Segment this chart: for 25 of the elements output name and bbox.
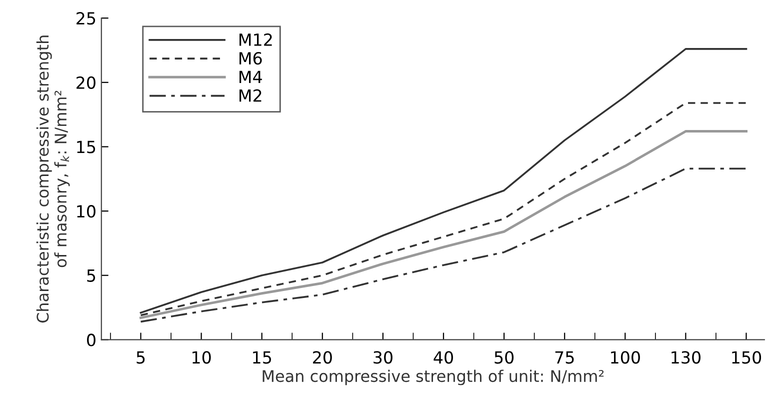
legend-label: M2 xyxy=(240,89,262,102)
legend-label: M4 xyxy=(240,70,262,84)
legend-label: M12 xyxy=(240,33,272,46)
y-tick-label: 10 xyxy=(77,205,96,218)
x-tick-label: 50 xyxy=(494,351,514,364)
x-tick-label: 15 xyxy=(253,351,271,364)
x-tick-label: 5 xyxy=(136,351,145,364)
x-tick-label: 40 xyxy=(434,351,453,364)
line-series xyxy=(140,168,748,323)
x-tick-label: 130 xyxy=(672,351,700,364)
y-tick-label: 20 xyxy=(76,76,96,89)
x-axis-title: Mean compressive strength of unit: N/mm² xyxy=(262,370,604,386)
x-tick-label: 150 xyxy=(732,351,762,364)
x-tick-label: 10 xyxy=(192,351,211,364)
x-tick-label: 30 xyxy=(374,351,392,364)
y-tick-label: 0 xyxy=(87,334,96,346)
x-tick-label: 20 xyxy=(313,351,332,364)
x-tick-label: 75 xyxy=(555,351,574,364)
legend-label: M6 xyxy=(240,52,262,65)
y-axis-title: Characteristic compressive strength of masonry, f$_{k}$: N/mm² xyxy=(36,36,70,323)
line-series xyxy=(140,48,748,314)
y-tick-label: 15 xyxy=(77,140,96,154)
y-tick-label: 25 xyxy=(76,12,96,25)
x-tick-label: 100 xyxy=(611,351,640,364)
y-tick-label: 5 xyxy=(87,270,96,282)
